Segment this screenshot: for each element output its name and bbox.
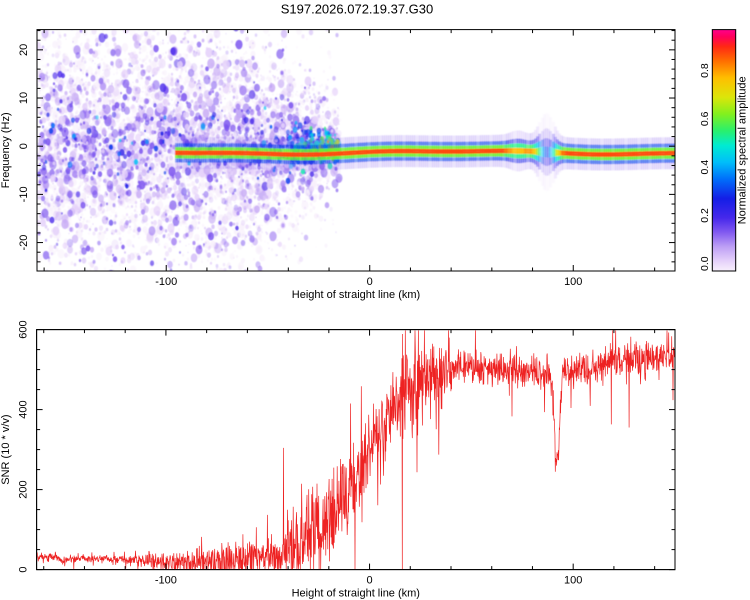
svg-text:S197.2026.072.19.37.G30: S197.2026.072.19.37.G30 <box>281 2 434 17</box>
